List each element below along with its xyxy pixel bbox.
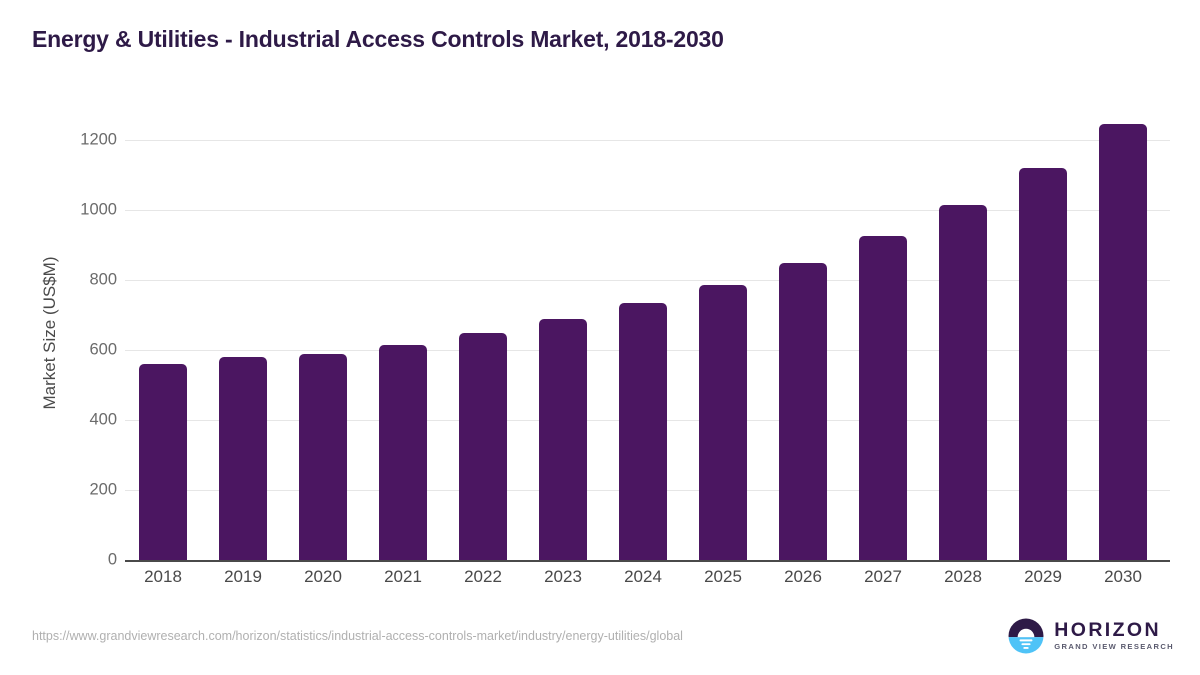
- x-axis-line: [125, 560, 1170, 562]
- y-tick-label: 1000: [80, 200, 117, 219]
- page-title: Energy & Utilities - Industrial Access C…: [32, 26, 724, 52]
- horizon-sun-circle-icon: [1008, 618, 1044, 654]
- x-tick-label: 2026: [784, 567, 822, 586]
- x-tick-label: 2027: [864, 567, 902, 586]
- y-tick-label: 200: [89, 480, 117, 499]
- x-tick-label: 2022: [464, 567, 502, 586]
- gridline: [125, 280, 1170, 281]
- y-tick-label: 1200: [80, 130, 117, 149]
- bar[interactable]: [299, 353, 347, 560]
- x-tick-label: 2021: [384, 567, 422, 586]
- x-tick-label: 2020: [304, 567, 342, 586]
- plot-area: Market Size (US$M) 0 200 400 600 800 1000 1200…: [40, 105, 1170, 586]
- bar-series: [125, 105, 1170, 560]
- bar[interactable]: [1019, 168, 1067, 560]
- x-tick-label: 2023: [544, 567, 582, 586]
- logo-tagline: GRAND VIEW RESEARCH: [1054, 642, 1174, 652]
- logo-text: HORIZON GRAND VIEW RESEARCH: [1054, 618, 1174, 652]
- y-tick-label: 800: [89, 270, 117, 289]
- logo-wordmark: HORIZON: [1054, 618, 1161, 641]
- y-tick-label: 400: [89, 410, 117, 429]
- bar[interactable]: [859, 236, 907, 560]
- bar[interactable]: [379, 344, 427, 560]
- gridline: [125, 210, 1170, 211]
- horizon-logo[interactable]: HORIZON GRAND VIEW RESEARCH: [1007, 617, 1174, 655]
- bar[interactable]: [939, 204, 987, 560]
- bar[interactable]: [539, 319, 587, 560]
- bar[interactable]: [459, 333, 507, 560]
- bar[interactable]: [699, 285, 747, 560]
- x-tick-label: 2030: [1104, 567, 1142, 586]
- bar[interactable]: [1099, 124, 1147, 560]
- bar[interactable]: [139, 364, 187, 560]
- x-tick-label: 2029: [1024, 567, 1062, 586]
- bar[interactable]: [619, 303, 667, 560]
- gridline: [125, 140, 1170, 141]
- source-url[interactable]: https://www.grandviewresearch.com/horizo…: [32, 629, 683, 643]
- x-tick-label: 2018: [144, 567, 182, 586]
- bar[interactable]: [779, 263, 827, 560]
- x-tick-label: 2024: [624, 567, 662, 586]
- y-tick-label: 0: [107, 550, 117, 569]
- x-tick-label: 2019: [224, 567, 262, 586]
- bar[interactable]: [219, 357, 267, 560]
- x-tick-label: 2028: [944, 567, 982, 586]
- x-tick-label: 2025: [704, 567, 742, 586]
- y-tick-label: 600: [89, 340, 117, 359]
- y-axis-title: Market Size (US$M): [40, 255, 59, 410]
